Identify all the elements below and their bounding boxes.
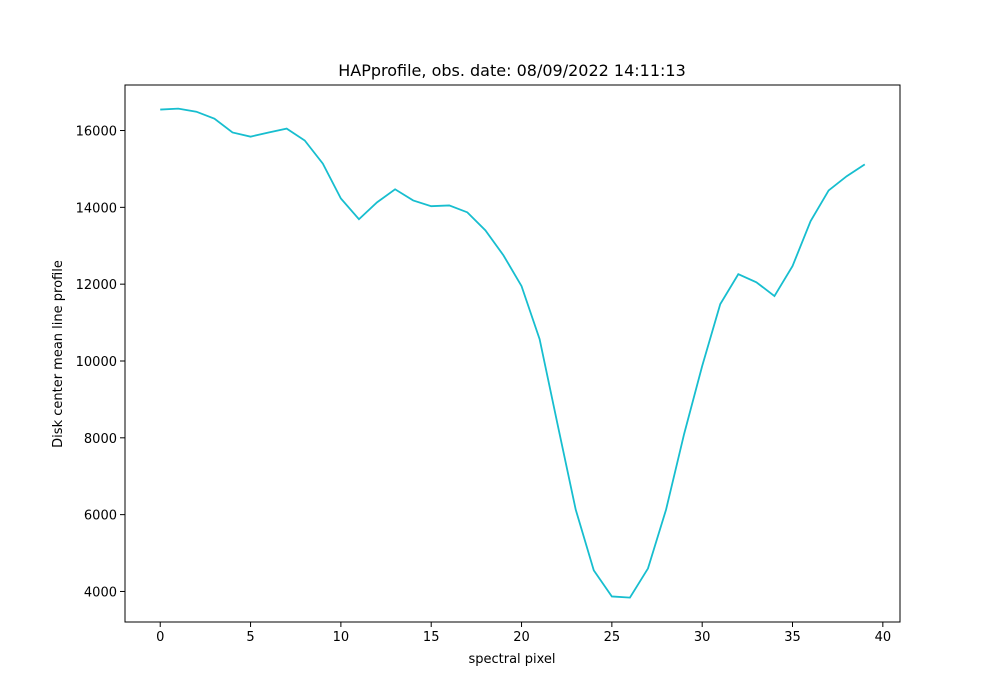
x-tick-label: 0	[156, 630, 164, 645]
x-tick-label: 25	[604, 630, 621, 645]
x-tick-label: 15	[423, 630, 440, 645]
y-tick-label: 6000	[84, 509, 117, 524]
y-tick-label: 14000	[76, 201, 117, 216]
x-tick-label: 10	[333, 630, 350, 645]
x-tick-label: 40	[875, 630, 892, 645]
y-tick-label: 4000	[84, 585, 117, 600]
y-tick-label: 16000	[76, 125, 117, 140]
x-tick-label: 35	[784, 630, 801, 645]
y-tick-label: 12000	[76, 278, 117, 293]
y-axis-label: Disk center mean line profile	[51, 260, 66, 448]
plot-frame	[124, 84, 901, 623]
x-axis-label: spectral pixel	[468, 652, 555, 667]
x-tick-label: 5	[246, 630, 254, 645]
x-tick-label: 30	[694, 630, 711, 645]
chart-title: HAPprofile, obs. date: 08/09/2022 14:11:…	[338, 61, 686, 80]
x-tick-label: 20	[513, 630, 530, 645]
y-tick-label: 10000	[76, 355, 117, 370]
y-tick-label: 8000	[84, 432, 117, 447]
line-series	[160, 107, 866, 599]
